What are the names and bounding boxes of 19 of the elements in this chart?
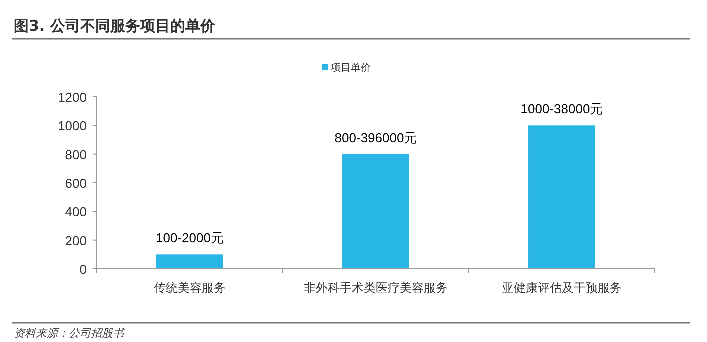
chart-title: 图3. 公司不同服务项目的单价 — [14, 17, 216, 35]
data-label: 1000-38000元 — [520, 102, 604, 117]
data-label: 800-396000元 — [334, 130, 418, 146]
y-tick-label: 600 — [65, 176, 87, 191]
bar — [528, 126, 596, 269]
x-tick-label: 非外科手术类医疗美容服务 — [304, 281, 448, 295]
y-tick-label: 0 — [80, 262, 87, 277]
y-tick-label: 800 — [65, 147, 87, 162]
y-tick-label: 400 — [65, 204, 87, 220]
bar — [156, 254, 224, 269]
text: 资料来源：公司招股书 — [14, 327, 126, 340]
legend-label: 项目单价 — [331, 62, 371, 74]
bar — [342, 154, 410, 269]
y-tick-label: 200 — [65, 233, 87, 248]
x-tick-label: 传统美容服务 — [154, 281, 226, 295]
data-label: 100-2000元 — [156, 230, 224, 246]
x-tick-label: 亚健康评估及干预服务 — [502, 281, 622, 295]
y-tick-label: 1200 — [58, 90, 87, 105]
y-tick-label: 1000 — [58, 118, 87, 134]
